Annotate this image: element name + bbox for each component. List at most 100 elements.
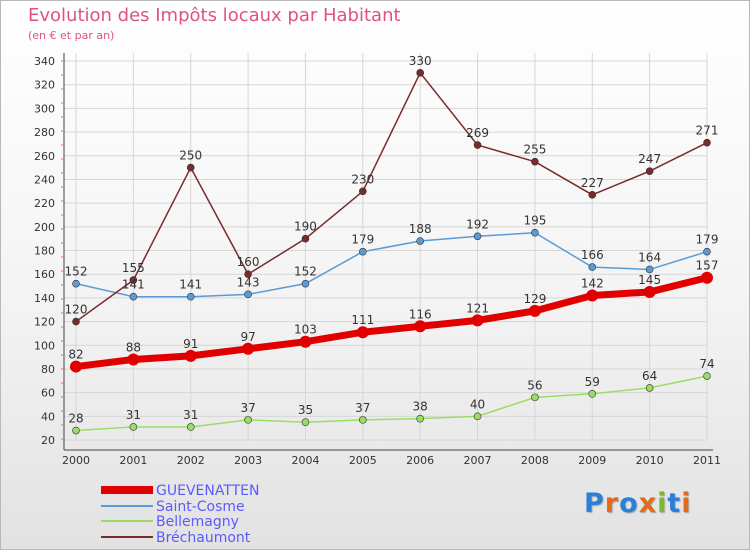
data-point-bellemagny xyxy=(301,418,310,427)
proxiti-logo: Proxiti xyxy=(584,488,692,519)
data-label-brechaumont: 227 xyxy=(581,176,604,190)
data-label-guevenatten: 82 xyxy=(68,348,83,362)
data-label-guevenatten: 88 xyxy=(126,340,141,354)
data-point-guevenatten xyxy=(471,314,484,327)
series-line-guevenatten xyxy=(72,274,711,371)
x-tick-label: 2009 xyxy=(578,454,606,467)
data-label-brechaumont: 190 xyxy=(294,220,317,234)
data-point-brechaumont xyxy=(588,191,597,199)
x-tick-label: 2003 xyxy=(234,454,262,467)
chart-subtitle: (en € et par an) xyxy=(28,29,115,42)
data-point-brechaumont xyxy=(359,187,367,196)
data-label-guevenatten: 121 xyxy=(466,301,489,315)
series-line-bellemagny xyxy=(75,375,708,432)
y-tick-label: 20 xyxy=(41,434,55,447)
data-point-brechaumont xyxy=(301,234,310,243)
data-label-brechaumont: 247 xyxy=(638,152,661,166)
data-point-bellemagny xyxy=(416,414,424,423)
x-tick-label: 2007 xyxy=(464,454,492,467)
data-point-saint-cosme xyxy=(588,263,597,271)
data-label-guevenatten: 129 xyxy=(523,292,546,306)
data-point-guevenatten xyxy=(701,271,713,284)
data-label-bellemagny: 31 xyxy=(126,408,141,422)
y-tick-label: 300 xyxy=(34,102,55,115)
data-label-bellemagny: 64 xyxy=(642,369,657,383)
data-label-brechaumont: 255 xyxy=(523,143,546,157)
data-label-saint-cosme: 152 xyxy=(294,265,317,279)
data-point-saint-cosme xyxy=(473,232,482,241)
data-label-guevenatten: 145 xyxy=(638,273,661,287)
data-point-saint-cosme xyxy=(72,279,80,288)
data-label-bellemagny: 56 xyxy=(527,378,542,392)
data-point-bellemagny xyxy=(244,416,252,424)
data-label-saint-cosme: 188 xyxy=(409,222,432,236)
data-point-saint-cosme xyxy=(645,265,654,274)
x-tick-label: 2008 xyxy=(521,454,549,467)
data-point-bellemagny xyxy=(588,390,597,398)
x-tick-label: 2005 xyxy=(349,454,377,467)
x-tick-label: 2004 xyxy=(291,454,319,467)
data-point-saint-cosme xyxy=(244,290,252,299)
data-label-saint-cosme: 141 xyxy=(122,278,145,292)
data-label-bellemagny: 37 xyxy=(355,401,370,415)
data-label-saint-cosme: 195 xyxy=(523,214,546,228)
data-label-brechaumont: 271 xyxy=(696,124,719,138)
data-label-guevenatten: 103 xyxy=(294,323,317,337)
y-tick-label: 220 xyxy=(34,197,55,210)
data-point-guevenatten xyxy=(356,326,369,339)
data-label-brechaumont: 155 xyxy=(122,261,145,275)
data-label-bellemagny: 38 xyxy=(413,400,428,414)
legend-label-guevenatten: GUEVENATTEN xyxy=(156,483,260,499)
data-label-bellemagny: 35 xyxy=(298,403,313,417)
data-point-bellemagny xyxy=(186,423,195,431)
data-label-guevenatten: 116 xyxy=(409,307,432,321)
data-point-guevenatten xyxy=(242,342,255,355)
data-label-saint-cosme: 166 xyxy=(581,248,604,262)
data-label-saint-cosme: 164 xyxy=(638,250,661,264)
data-label-saint-cosme: 143 xyxy=(237,275,260,289)
data-label-brechaumont: 160 xyxy=(237,255,260,269)
data-point-bellemagny xyxy=(359,416,367,424)
data-point-bellemagny xyxy=(703,372,711,380)
data-label-bellemagny: 31 xyxy=(183,408,198,422)
data-label-bellemagny: 59 xyxy=(585,375,600,389)
data-label-guevenatten: 157 xyxy=(696,259,719,273)
data-label-bellemagny: 28 xyxy=(68,412,83,426)
data-point-bellemagny xyxy=(531,393,539,402)
data-label-saint-cosme: 179 xyxy=(696,233,719,247)
y-tick-label: 280 xyxy=(34,126,55,139)
data-point-saint-cosme xyxy=(129,292,138,301)
data-label-guevenatten: 111 xyxy=(351,313,374,327)
data-label-brechaumont: 269 xyxy=(466,126,489,140)
data-point-guevenatten xyxy=(414,320,427,333)
y-tick-label: 60 xyxy=(41,387,55,400)
data-point-bellemagny xyxy=(129,423,138,431)
logo-letter: t xyxy=(667,488,682,519)
x-tick-label: 2002 xyxy=(177,454,205,467)
data-point-saint-cosme xyxy=(359,247,367,256)
x-tick-label: 2001 xyxy=(119,454,147,467)
y-tick-label: 200 xyxy=(34,221,55,234)
y-tick-label: 120 xyxy=(34,316,55,329)
y-tick-label: 180 xyxy=(34,245,55,258)
data-label-brechaumont: 330 xyxy=(409,54,432,68)
y-tick-label: 40 xyxy=(41,410,55,423)
data-point-guevenatten xyxy=(586,289,599,302)
data-point-guevenatten xyxy=(643,285,656,298)
data-label-saint-cosme: 152 xyxy=(65,265,88,279)
data-label-saint-cosme: 192 xyxy=(466,217,489,231)
data-point-guevenatten xyxy=(184,349,197,362)
y-tick-label: 160 xyxy=(34,268,55,281)
logo-letter: P xyxy=(584,488,605,519)
data-point-bellemagny xyxy=(645,384,654,392)
data-label-bellemagny: 37 xyxy=(240,401,255,415)
data-point-saint-cosme xyxy=(703,247,711,256)
series-line-brechaumont xyxy=(75,72,708,323)
data-point-brechaumont xyxy=(186,163,195,172)
data-point-brechaumont xyxy=(244,270,252,278)
logo-letter: r xyxy=(604,488,620,519)
chart-title: Evolution des Impôts locaux par Habitant xyxy=(28,5,401,26)
y-tick-label: 340 xyxy=(34,55,55,68)
data-label-bellemagny: 40 xyxy=(470,397,485,411)
